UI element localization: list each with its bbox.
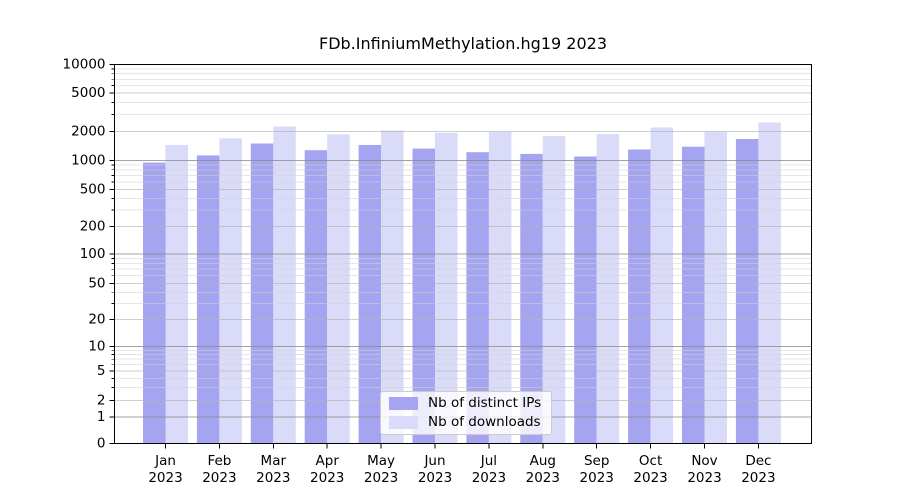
bar-downloads-feb	[219, 138, 242, 444]
x-axis-tick-label-month-jun: Jun	[423, 453, 445, 469]
x-axis-tick-label-month-apr: Apr	[316, 453, 340, 469]
x-axis-tick-label-year-nov: 2023	[687, 470, 721, 486]
x-axis-tick-label-month-sep: Sep	[584, 453, 609, 469]
bar-downloads-sep	[596, 134, 620, 444]
x-axis-tick-label-year-feb: 2023	[202, 470, 236, 486]
bar-distinct-ips-jan	[143, 162, 166, 444]
bar-distinct-ips-dec	[735, 139, 759, 444]
legend: Nb of distinct IPs Nb of downloads	[380, 391, 553, 435]
y-axis-tick-label-2: 2	[97, 393, 106, 409]
bar-distinct-ips-sep	[574, 156, 597, 444]
y-axis-tick-label-5: 5	[97, 363, 106, 379]
x-axis-tick-label-month-oct: Oct	[639, 453, 662, 469]
x-axis-tick-label-month-jan: Jan	[154, 453, 176, 469]
x-axis-tick-label-year-mar: 2023	[256, 470, 290, 486]
y-axis-tick-label-200: 200	[80, 219, 106, 235]
legend-label-downloads: Nb of downloads	[428, 413, 541, 430]
y-axis-tick-label-5000: 5000	[71, 85, 105, 101]
legend-item-distinct-ips: Nb of distinct IPs	[389, 395, 542, 411]
legend-label-distinct-ips: Nb of distinct IPs	[428, 395, 542, 411]
x-axis-tick-label-year-aug: 2023	[526, 470, 560, 486]
bar-distinct-ips-jul	[466, 152, 489, 444]
y-axis-tick-label-10000: 10000	[63, 57, 106, 73]
bar-downloads-nov	[704, 131, 727, 444]
bar-downloads-mar	[273, 126, 296, 444]
bar-distinct-ips-may	[358, 145, 382, 444]
y-axis-tick-label-0: 0	[97, 436, 106, 452]
y-axis-tick-label-100: 100	[80, 246, 106, 262]
bar-downloads-jan	[165, 145, 188, 444]
x-axis-tick-label-year-jan: 2023	[148, 470, 182, 486]
y-axis-tick-label-50: 50	[88, 276, 105, 292]
legend-swatch-distinct-ips	[389, 397, 418, 411]
y-axis-tick-label-2000: 2000	[71, 124, 105, 140]
legend-swatch-downloads	[389, 415, 418, 429]
bar-downloads-may	[381, 130, 404, 444]
x-axis-tick-label-month-aug: Aug	[530, 453, 556, 469]
y-axis-tick-label-20: 20	[88, 312, 105, 328]
x-axis-tick-label-month-mar: Mar	[261, 453, 287, 469]
x-axis-tick-label-year-jun: 2023	[418, 470, 452, 486]
x-axis-tick-label-month-dec: Dec	[745, 453, 771, 469]
x-axis-tick-label-month-jul: Jul	[480, 453, 497, 469]
x-axis-tick-label-year-jul: 2023	[472, 470, 506, 486]
bar-distinct-ips-apr	[304, 150, 328, 444]
bar-distinct-ips-jun	[412, 148, 435, 444]
x-axis-tick-label-month-may: May	[367, 453, 395, 469]
chart-title: FDb.InfiniumMethylation.hg19 2023	[319, 34, 607, 53]
y-axis-tick-label-1: 1	[97, 409, 106, 425]
bar-distinct-ips-oct	[628, 149, 651, 444]
y-axis-tick-label-1000: 1000	[71, 153, 105, 169]
bar-downloads-aug	[542, 135, 566, 444]
legend-item-downloads: Nb of downloads	[389, 413, 541, 430]
y-axis-tick-label-10: 10	[88, 339, 105, 355]
bar-distinct-ips-nov	[682, 146, 705, 444]
x-axis-tick-label-year-dec: 2023	[741, 470, 775, 486]
bar-distinct-ips-mar	[250, 143, 274, 444]
x-axis-tick-label-year-oct: 2023	[633, 470, 667, 486]
x-axis-tick-label-year-apr: 2023	[310, 470, 344, 486]
x-axis-tick-label-year-may: 2023	[364, 470, 398, 486]
x-axis-tick-label-month-nov: Nov	[691, 453, 717, 469]
x-axis-tick-label-month-feb: Feb	[207, 453, 231, 469]
y-axis-tick-label-500: 500	[80, 182, 106, 198]
x-axis-tick-label-year-sep: 2023	[580, 470, 614, 486]
bar-downloads-apr	[327, 134, 350, 444]
